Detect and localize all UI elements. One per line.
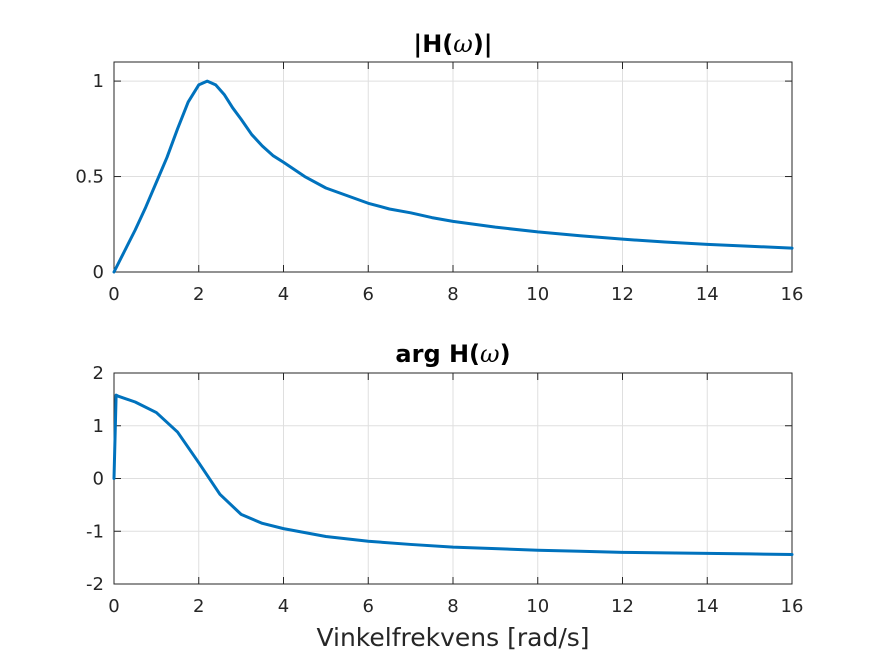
y-tick-label: 1 [93, 416, 104, 437]
y-tick-label: 2 [93, 363, 104, 384]
y-tick-label: 0 [93, 469, 104, 490]
y-tick-label: -2 [86, 574, 104, 595]
x-tick-label: 14 [696, 596, 719, 617]
subplot-magnitude: 0 2 4 6 8 10 12 14 16 0 0.5 1 |H(ω)| [75, 30, 803, 305]
title-tail: )| [473, 30, 493, 58]
title-tail: ) [500, 340, 511, 368]
title-main: arg H( [395, 340, 480, 368]
x-tick-label: 2 [193, 596, 204, 617]
x-tick-label: 6 [363, 284, 374, 305]
x-tick-label: 4 [278, 596, 289, 617]
x-tick-label: 4 [278, 284, 289, 305]
x-tick-label: 16 [781, 596, 804, 617]
x-tick-label: 12 [611, 284, 634, 305]
x-tick-label: 8 [447, 596, 458, 617]
x-tick-label: 10 [526, 596, 549, 617]
x-tick-label: 14 [696, 284, 719, 305]
title-main: |H( [413, 30, 453, 58]
x-tick-label: 10 [526, 284, 549, 305]
x-tick-label: 16 [781, 284, 804, 305]
y-tick-label: 1 [93, 71, 104, 92]
series-line [112, 393, 794, 556]
x-axis-label: Vinkelfrekvens [rad/s] [316, 623, 589, 652]
x-tick-label: 0 [108, 596, 119, 617]
y-tick-label: 0.5 [75, 167, 104, 188]
title-omega: ω [480, 340, 500, 368]
x-tick-label: 0 [108, 284, 119, 305]
x-tick-label: 12 [611, 596, 634, 617]
series-0 [112, 393, 794, 556]
title-omega: ω [453, 30, 473, 58]
y-tick-label: 0 [93, 262, 104, 283]
y-tick-label: -1 [86, 521, 104, 542]
chart-title: arg H(ω) [395, 340, 510, 368]
x-tick-label: 8 [447, 284, 458, 305]
chart-title: |H(ω)| [413, 30, 492, 58]
x-tick-label: 6 [363, 596, 374, 617]
series-0 [112, 79, 794, 274]
x-tick-label: 2 [193, 284, 204, 305]
series-line [112, 79, 794, 274]
